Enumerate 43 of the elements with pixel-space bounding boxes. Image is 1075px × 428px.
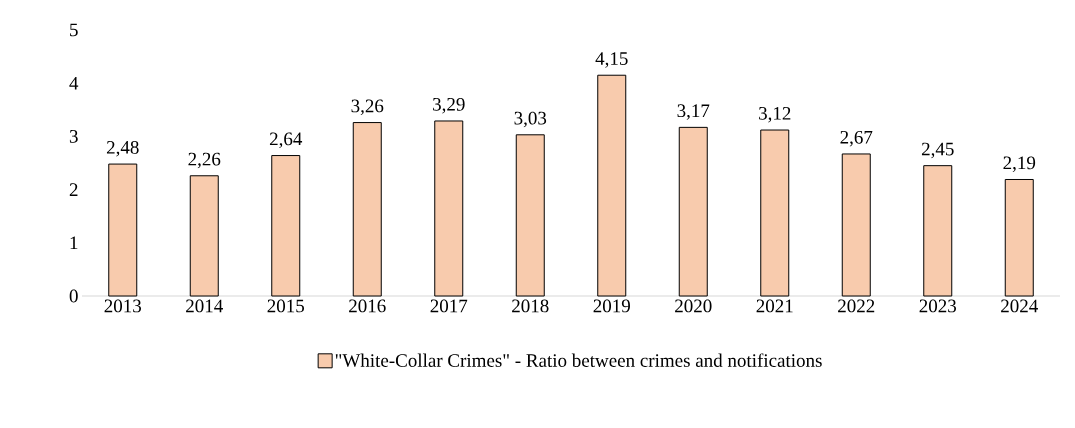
y-tick-label: 2 [69, 183, 78, 196]
bar [597, 74, 627, 297]
x-tick-label: 2014 [186, 299, 223, 313]
data-label: 2,64 [269, 132, 303, 149]
x-tick-label: 2020 [675, 299, 712, 313]
x-tick-label: 2023 [919, 299, 957, 313]
x-tick-label: 2019 [593, 299, 630, 313]
data-label: 3,17 [677, 104, 710, 120]
data-label: 2,26 [188, 152, 221, 169]
x-tick-label: 2021 [756, 299, 793, 313]
y-tick-label: 0 [69, 289, 78, 303]
bar [841, 153, 871, 297]
bar [434, 120, 464, 297]
bar [678, 126, 708, 297]
y-tick-label: 3 [69, 130, 78, 143]
bar [271, 155, 301, 297]
legend-label: "White-Collar Crimes" - Ratio between crimes and notifications [335, 353, 822, 368]
x-tick-label: 2018 [512, 299, 549, 313]
y-tick-label: 5 [70, 23, 78, 37]
data-label: 3,03 [514, 111, 547, 128]
data-label: 4,15 [595, 52, 628, 68]
data-label: 2,45 [921, 142, 954, 159]
x-tick-label: 2024 [1001, 299, 1038, 313]
data-label: 2,67 [840, 130, 873, 147]
data-label: 3,12 [759, 107, 791, 123]
x-tick-label: 2013 [104, 299, 142, 313]
bar [515, 134, 545, 297]
bar [923, 165, 953, 297]
x-tick-label: 2017 [430, 299, 468, 313]
bar [1004, 178, 1034, 297]
data-label: 3,29 [433, 97, 465, 114]
x-tick-label: 2015 [267, 299, 305, 313]
y-tick-label: 4 [69, 76, 79, 90]
bar [189, 175, 219, 297]
bar [108, 163, 138, 297]
data-label: 2,19 [1003, 156, 1036, 172]
bar [352, 122, 382, 297]
x-tick-label: 2016 [349, 299, 386, 313]
data-label: 3,26 [351, 99, 384, 116]
x-tick-label: 2022 [838, 299, 875, 313]
data-label: 2,48 [106, 140, 139, 157]
y-tick-label: 1 [70, 236, 78, 250]
bar [760, 129, 790, 297]
